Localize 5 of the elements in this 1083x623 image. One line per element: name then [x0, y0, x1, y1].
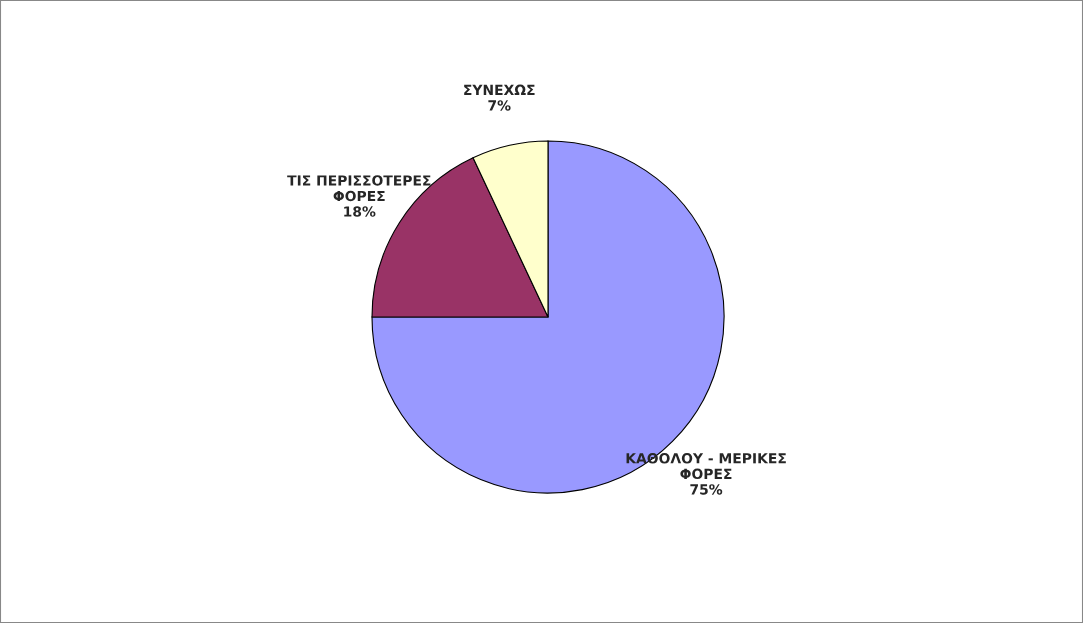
data-label: 7% — [488, 100, 511, 111]
slice-label: ΤΙΣ ΠΕΡΙΣΣΟΤΕΡΕΣ ΦΟΡΕΣ — [287, 175, 431, 202]
data-label: 75% — [690, 484, 723, 495]
data-label: 18% — [344, 206, 376, 217]
slice-label: ΣΥΝΕΧΩΣ — [464, 84, 535, 95]
